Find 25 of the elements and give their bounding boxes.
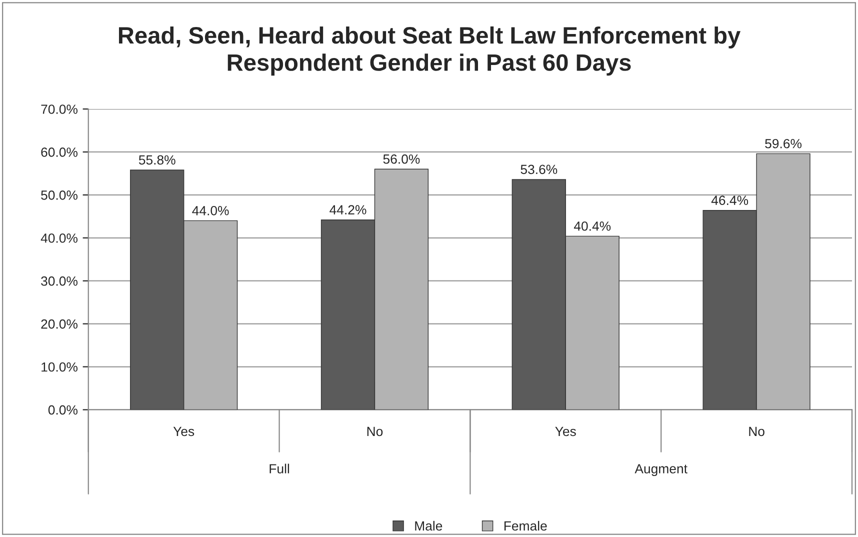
text: Augment [634, 464, 688, 476]
data-label: 40.4% [574, 221, 611, 231]
x-tick-label: No [749, 426, 764, 436]
y-tick-label: 0.0% [48, 405, 78, 415]
chart-title: Read, Seen, Heard about Seat Belt Law Enforcement by Respondent Gender in Past 60 Days [118, 26, 741, 76]
y-tick-label: 70.0% [41, 104, 78, 114]
x-tick-label: Yes [173, 426, 194, 436]
y-tick-label: 40.0% [40, 233, 78, 243]
data-label: 55.8% [138, 155, 176, 165]
data-label: 59.6% [765, 138, 802, 148]
x-tick-label: Yes [555, 426, 576, 436]
data-label: 53.6% [520, 164, 558, 174]
y-tick-label: 50.0% [41, 190, 78, 200]
data-label: 44.2% [330, 205, 366, 214]
legend-label: Male [415, 520, 442, 531]
text: Full [270, 464, 290, 474]
y-tick-label: 60.0% [41, 148, 78, 157]
legend-label: Female [504, 520, 547, 531]
data-label: 44.0% [192, 206, 229, 216]
data-label: 46.4% [711, 196, 748, 206]
y-tick-label: 10.0% [42, 362, 78, 372]
y-tick-label: 30.0% [41, 276, 78, 286]
data-label: 56.0% [383, 154, 420, 164]
x-tick-label: No [367, 426, 383, 436]
y-tick-label: 20.0% [41, 319, 78, 329]
